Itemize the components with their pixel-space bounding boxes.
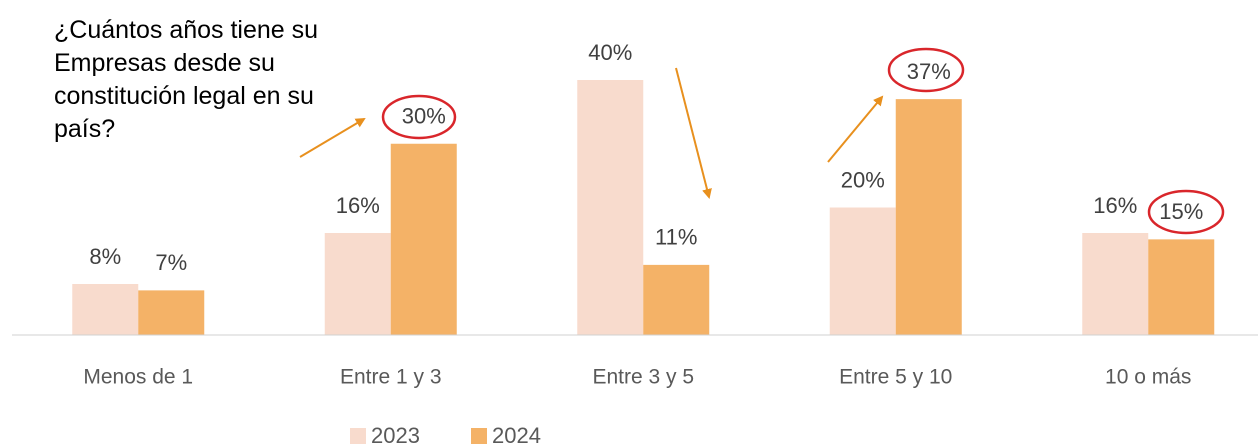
data-label: 16%	[336, 193, 380, 218]
x-tick-label: Entre 5 y 10	[839, 366, 952, 389]
legend-label: 2023	[371, 423, 420, 446]
bar	[895, 99, 962, 335]
x-tick-label: Entre 1 y 3	[340, 366, 442, 389]
legend-label: 2024	[492, 423, 541, 446]
data-label: 37%	[907, 59, 951, 84]
trend-arrow	[675, 67, 712, 199]
data-label: 15%	[1159, 199, 1203, 224]
highlight-circle	[1147, 189, 1225, 235]
highlight-circle	[381, 94, 457, 140]
data-label: 30%	[402, 104, 446, 129]
bar	[577, 80, 644, 335]
trend-arrow	[827, 95, 884, 163]
bar	[324, 233, 391, 335]
bar	[390, 143, 457, 335]
chart-title: ¿Cuántos años tiene su Empresas desde su…	[54, 16, 319, 143]
bar	[72, 284, 139, 335]
data-label: 7%	[155, 250, 187, 275]
legend-swatch	[471, 428, 487, 444]
bar	[643, 264, 710, 335]
x-tick-label: 10 o más	[1105, 366, 1191, 389]
bar	[1148, 239, 1215, 335]
data-label: 40%	[588, 40, 632, 65]
trend-arrow	[299, 117, 366, 158]
data-label: 11%	[655, 225, 697, 250]
data-label: 20%	[841, 167, 885, 192]
highlight-circle	[887, 47, 965, 93]
data-label: 16%	[1093, 193, 1137, 218]
x-tick-label: Entre 3 y 5	[592, 366, 694, 389]
annotations	[299, 47, 1225, 235]
bar	[829, 207, 896, 335]
x-tick-label: Menos de 1	[83, 366, 193, 389]
data-label: 8%	[89, 244, 121, 269]
bar	[138, 290, 205, 335]
bar	[1082, 233, 1149, 335]
legend-swatch	[350, 428, 366, 444]
